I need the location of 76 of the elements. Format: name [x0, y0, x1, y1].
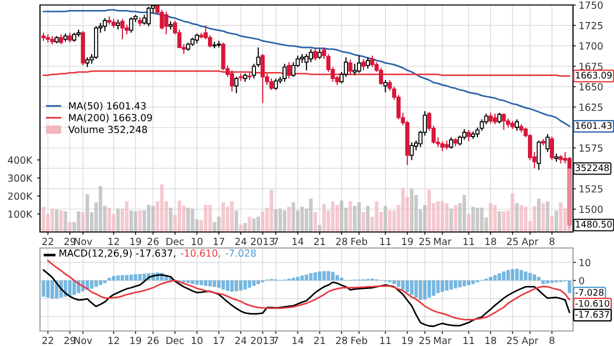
x-tick-label: Feb: [351, 336, 368, 344]
x-tick-label: 25: [507, 336, 518, 344]
y-tick-label: 1675: [580, 62, 602, 70]
x-tick-label: 25: [507, 238, 518, 246]
text: -17.637: [575, 310, 610, 318]
y2-tick-label: 200K: [8, 192, 33, 200]
annotation: -7.028: [226, 249, 256, 257]
legend-label: MA(200) 1663.09: [69, 114, 152, 122]
x-tick-label: 18: [485, 238, 496, 246]
legend-label: Volume 352,248: [68, 126, 147, 134]
x-tick-label: 10: [192, 238, 202, 246]
x-tick-label: Mar: [434, 336, 452, 344]
x-tick-label: Nov: [74, 336, 92, 344]
x-tick-label: 11: [380, 336, 391, 344]
x-tick-label: Apr: [522, 238, 538, 247]
x-tick-label: 11: [464, 238, 474, 245]
x-tick-label: 19: [402, 238, 413, 246]
x-tick-label: 25: [419, 336, 430, 344]
x-tick-label: 14: [292, 238, 304, 245]
y-tick-label: 0: [579, 276, 584, 284]
legend-label: MA(50) 1601.43: [69, 102, 146, 111]
x-tick-label: 21: [314, 238, 325, 245]
y2-tick-label: 400K: [8, 156, 33, 164]
x-tick-label: 19: [130, 336, 142, 344]
y-tick-label: 1575: [580, 144, 602, 152]
text: 352248: [576, 164, 609, 172]
x-tick-label: 2013: [251, 336, 274, 344]
x-tick-label: Apr: [522, 336, 538, 346]
x-tick-label: 12: [108, 238, 119, 245]
x-tick-label: 7: [274, 238, 278, 245]
x-tick-label: 11: [380, 238, 391, 245]
x-tick-label: 22: [42, 238, 54, 245]
x-tick-label: 28: [336, 238, 348, 246]
x-tick-label: Mar: [434, 238, 452, 246]
x-tick-label: 24: [235, 336, 246, 344]
y-tick-label: 1725: [580, 22, 602, 30]
y-tick-label: 1750: [580, 1, 603, 9]
x-tick-label: 25: [419, 238, 430, 246]
x-tick-label: 12: [108, 336, 119, 344]
y-tick-label: 1525: [580, 185, 602, 193]
x-tick-label: Feb: [351, 238, 368, 246]
y2-tick-label: 300K: [8, 174, 33, 182]
text: 1601.43: [576, 122, 612, 129]
text: -10.610: [575, 300, 610, 307]
x-tick-label: 8: [550, 238, 554, 246]
x-tick-label: 2013: [251, 238, 274, 246]
x-tick-label: 18: [485, 336, 496, 344]
x-tick-label: 7: [274, 336, 278, 344]
x-tick-label: 26: [148, 336, 159, 344]
y-tick-label: 1625: [580, 104, 602, 111]
series-label: -7.028: [575, 288, 604, 296]
x-tick-label: Nov: [74, 238, 92, 246]
x-tick-label: 11: [464, 336, 474, 344]
x-tick-label: 28: [336, 336, 348, 344]
x-tick-label: Dec: [166, 238, 184, 246]
text: 1663.09: [576, 72, 612, 79]
x-tick-label: 10: [192, 336, 202, 344]
x-tick-label: 14: [292, 336, 304, 344]
x-tick-label: 21: [314, 336, 325, 344]
x-tick-label: 17: [214, 336, 224, 344]
legend-label: MACD(12,26,9) -17.637,: [60, 249, 176, 258]
y-tick-label: 10: [580, 258, 590, 266]
x-tick-label: 8: [550, 336, 554, 344]
x-tick-label: 19: [402, 336, 413, 344]
x-tick-label: Dec: [166, 336, 184, 344]
y2-tick-label: 100K: [8, 210, 33, 218]
y-tick-label: 1700: [580, 42, 603, 50]
x-tick-label: 17: [214, 238, 224, 245]
y-tick-label: 1650: [580, 83, 603, 90]
x-tick-label: 26: [148, 238, 159, 246]
x-tick-label: 19: [130, 238, 142, 246]
text: 1480.50: [576, 220, 612, 228]
y-tick-label: 1500: [580, 206, 603, 213]
x-tick-label: 24: [235, 238, 246, 245]
x-tick-label: 22: [42, 336, 54, 344]
text: -10.610,: [180, 249, 220, 258]
